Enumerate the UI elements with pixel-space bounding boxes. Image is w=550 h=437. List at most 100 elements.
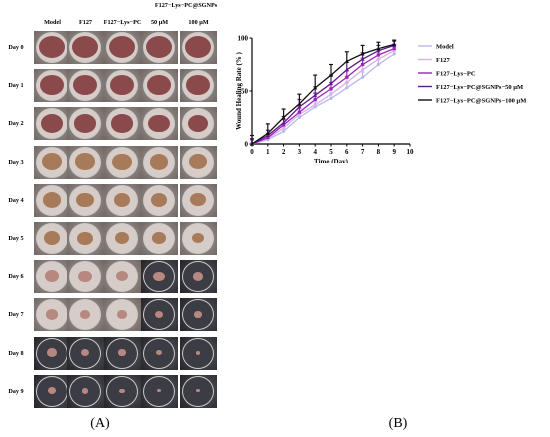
data-point <box>297 110 301 114</box>
legend-label: F127−Lys−PC <box>436 70 476 77</box>
column-header-1: F127 <box>78 19 93 26</box>
x-tick-label: 2 <box>282 148 286 156</box>
data-point <box>313 93 318 97</box>
wound-photo <box>104 298 141 332</box>
day-label: Day 0 <box>8 44 24 51</box>
wound-photo <box>67 222 104 255</box>
data-point <box>297 104 302 109</box>
data-point <box>313 97 317 102</box>
series-line <box>251 44 395 145</box>
wound-photo <box>104 107 141 141</box>
data-point <box>329 96 333 101</box>
wound-photo <box>34 374 71 408</box>
series-line <box>251 53 395 145</box>
wound-photo <box>104 260 141 294</box>
wound-photo <box>141 31 178 64</box>
data-point <box>329 92 333 96</box>
wound-photo <box>67 298 104 332</box>
data-point <box>281 120 286 125</box>
data-point <box>297 101 302 106</box>
x-tick-label: 0 <box>250 148 254 156</box>
data-point <box>329 73 333 77</box>
x-tick-label: 5 <box>329 148 333 156</box>
wound-photo <box>67 31 104 64</box>
wound-photo <box>180 298 217 332</box>
data-point <box>361 68 365 72</box>
day-label: Day 9 <box>8 387 24 395</box>
day-label: Day 1 <box>8 82 24 90</box>
wound-photo <box>180 107 217 141</box>
data-point <box>392 47 396 51</box>
wound-photo <box>180 183 217 217</box>
data-point <box>376 46 381 51</box>
panel-b-label: (B) <box>388 416 408 431</box>
wound-photo <box>67 69 104 103</box>
day-label: Day 5 <box>8 235 24 242</box>
data-point <box>313 85 318 90</box>
wound-photo <box>34 298 71 332</box>
day-label: Day 6 <box>8 273 24 281</box>
x-tick-label: 10 <box>407 148 415 156</box>
data-point <box>361 62 365 67</box>
data-point <box>265 131 270 135</box>
x-tick-label: 1 <box>266 148 270 156</box>
wound-photo <box>180 222 217 255</box>
y-tick-label: 0 <box>245 141 249 149</box>
wound-photo <box>141 260 178 294</box>
y-tick-label: 50 <box>241 88 249 96</box>
wound-photo <box>34 222 71 255</box>
data-point <box>360 57 365 61</box>
y-axis-label: Wound Healing Rate (% ) <box>235 51 243 129</box>
data-point <box>345 75 349 79</box>
wound-photo <box>34 69 71 103</box>
data-point <box>282 126 286 130</box>
wound-photo <box>141 183 178 217</box>
legend-label: F127−Lys−PC@SGNPs−50 μM <box>436 84 523 91</box>
data-point <box>376 53 380 57</box>
wound-photo <box>180 374 217 408</box>
x-tick-label: 4 <box>313 148 317 156</box>
column-header-4: 100 μM <box>188 19 209 26</box>
legend-label: F127 <box>436 57 450 64</box>
data-point <box>313 103 317 107</box>
wound-photo <box>180 69 217 103</box>
wound-photo <box>180 336 217 370</box>
data-point <box>282 129 286 133</box>
day-label: Day 7 <box>8 311 24 319</box>
data-point <box>329 81 333 86</box>
wound-photo <box>141 222 178 255</box>
wound-photo <box>141 336 178 370</box>
data-point <box>281 115 286 120</box>
wound-photo <box>180 260 217 294</box>
wound-photo <box>34 145 71 179</box>
wound-photo <box>67 336 104 370</box>
y-tick-label: 100 <box>238 35 249 43</box>
data-point <box>392 52 396 56</box>
wound-photo <box>67 374 104 408</box>
data-point <box>266 136 270 140</box>
column-header-0: Model <box>44 19 61 26</box>
legend-label: Model <box>436 43 454 50</box>
wound-photo <box>34 260 71 294</box>
day-label: Day 4 <box>8 196 24 204</box>
x-axis-label: Time (Day) <box>314 158 349 163</box>
wound-photo <box>104 222 141 255</box>
data-point <box>392 42 397 46</box>
data-point <box>345 86 349 90</box>
day-label: Day 3 <box>8 158 24 166</box>
data-point <box>376 57 380 61</box>
day-label: Day 8 <box>8 349 24 357</box>
wound-photo <box>104 69 141 103</box>
data-point <box>297 115 301 120</box>
wound-photo <box>67 107 104 141</box>
wound-photo <box>141 145 178 179</box>
data-point <box>361 75 365 79</box>
data-point <box>376 62 380 67</box>
wound-photo <box>104 374 141 408</box>
wound-photo <box>104 183 141 217</box>
wound-photo <box>34 336 71 370</box>
data-point <box>345 80 349 85</box>
wound-photo <box>67 145 104 179</box>
wound-photo <box>67 260 104 294</box>
wound-photo <box>34 183 71 217</box>
